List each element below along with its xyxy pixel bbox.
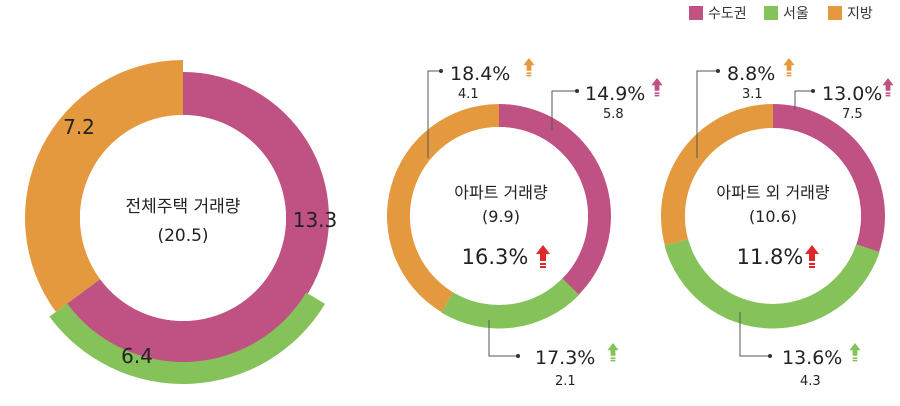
leader-line-capital [551,90,577,130]
total-change: 11.8% [737,245,804,269]
donut-title: 아파트 외 거래량 [716,183,829,202]
slice-regional [386,104,499,313]
up-arrow-icon [849,343,861,362]
change-label-capital: 14.9% [585,83,645,105]
legend-swatch-regional [828,6,842,20]
slice-seoul-outer [49,292,326,384]
data-label-capital: 13.3 [293,208,338,232]
value-label-regional: 3.1 [742,87,763,102]
slice-capital [441,104,611,328]
change-label-regional: 8.8% [727,63,775,85]
value-label-capital: 5.8 [603,107,624,122]
change-label-regional: 18.4% [450,63,510,85]
legend-item-regional: 지방 [828,6,873,22]
leader-dot [439,69,443,73]
donut-total-housing: 전체주택 거래량 (20.5) 13.3 7.2 6.4 [25,59,338,384]
value-label-capital: 7.5 [842,107,863,122]
change-label-capital: 13.0% [822,83,882,105]
legend-item-seoul: 서울 [764,6,809,22]
leader-dot [575,89,579,93]
slice-regional [661,104,773,246]
donut-total: (9.9) [482,207,520,226]
slice-seoul [441,278,580,329]
slice-seoul [664,239,880,329]
donut-apartment: 아파트 거래량 (9.9) 16.3% 18.4% 4.1 14.9% 5.8 … [386,58,663,389]
leader-line-seoul [488,320,518,357]
legend-label-capital: 수도권 [708,6,747,22]
up-arrow-icon [882,78,894,97]
value-label-seoul: 2.1 [555,374,576,389]
leader-line-capital [794,90,813,110]
donut-non-apartment: 아파트 외 거래량 (10.6) 11.8% 8.8% 3.1 13.0% 7.… [661,58,894,389]
change-label-seoul: 17.3% [535,347,595,369]
donut-title: 전체주택 거래량 [126,197,241,217]
legend: 수도권 서울 지방 [689,6,873,22]
leader-line-seoul [739,312,770,357]
legend-label-seoul: 서울 [783,6,809,22]
legend-label-regional: 지방 [847,6,873,22]
legend-item-capital: 수도권 [689,6,747,22]
donut-hole [80,115,286,321]
leader-line-regional [427,70,441,158]
value-label-seoul: 4.3 [800,374,821,389]
leader-dot [716,69,720,73]
donut-hole [685,128,861,304]
donut-total: (20.5) [157,226,208,246]
slice-regional [25,59,184,312]
total-change: 16.3% [462,245,529,269]
data-label-regional: 7.2 [63,115,95,139]
up-arrow-icon [783,58,795,77]
leader-line-regional [696,70,718,158]
legend-swatch-capital [689,6,703,20]
up-arrow-icon [651,78,663,97]
leader-dot [516,354,520,358]
up-arrow-icon [536,245,550,268]
data-label-seoul: 6.4 [121,344,153,368]
leader-dot [811,89,815,93]
donut-title: 아파트 거래량 [454,183,548,202]
leader-dot [768,354,772,358]
change-label-seoul: 13.6% [782,347,842,369]
up-arrow-icon [805,245,819,268]
value-label-regional: 4.1 [458,87,479,102]
donut-total: (10.6) [749,207,797,226]
slice-capital [65,72,329,364]
legend-swatch-seoul [764,6,778,20]
up-arrow-icon [523,58,535,77]
up-arrow-icon [607,343,619,362]
